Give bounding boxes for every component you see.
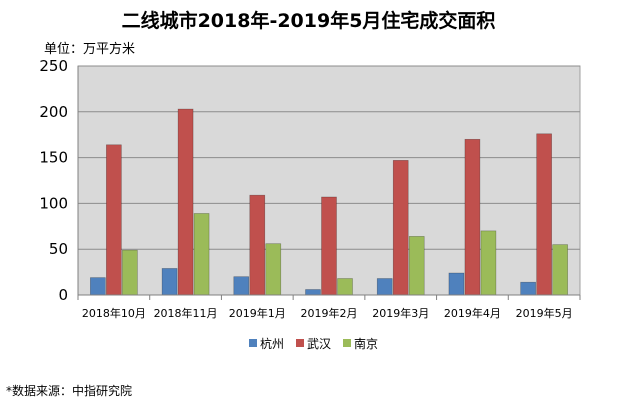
x-tick-label: 2018年11月: [154, 306, 218, 320]
y-tick-label: 150: [39, 149, 68, 167]
y-axis: 0 50 100 150 200 250: [39, 57, 79, 304]
y-tick-label: 250: [39, 57, 68, 75]
bar-杭州-2019年4月: [448, 272, 465, 296]
bar-武汉-2019年4月: [464, 138, 481, 296]
bar-南京-2018年11月: [193, 213, 210, 296]
grid-lines: [78, 65, 580, 250]
legend: 杭州 武汉 南京: [249, 336, 378, 351]
source-note: *数据来源：中指研究院: [6, 384, 133, 398]
bar-杭州-2018年10月: [90, 277, 106, 296]
bar-南京-2019年5月: [552, 244, 568, 296]
legend-label-杭州: 杭州: [260, 336, 284, 351]
x-tick-label: 2019年5月: [516, 306, 573, 320]
bar-杭州-2019年1月: [233, 276, 250, 296]
bar-南京-2019年2月: [337, 278, 353, 296]
bar-武汉-2019年3月: [392, 160, 409, 296]
x-tick-label: 2019年2月: [301, 306, 358, 320]
x-tick-label: 2019年3月: [372, 306, 429, 320]
bar-杭州-2019年3月: [376, 278, 393, 296]
bar-武汉-2019年5月: [536, 133, 552, 296]
legend-swatch-武汉: [296, 339, 304, 347]
bar-南京-2019年1月: [265, 243, 282, 296]
y-tick-label: 100: [39, 194, 68, 212]
x-tick-label: 2019年4月: [444, 306, 501, 320]
bar-南京-2019年4月: [480, 230, 497, 296]
bar-武汉-2019年2月: [321, 196, 337, 296]
legend-swatch-杭州: [249, 339, 257, 347]
unit-label: 单位：万平方米: [44, 42, 136, 57]
y-tick-label: 50: [49, 240, 68, 258]
x-axis: 2018年10月 2018年11月 2019年1月 2019年2月 2019年3月 201…: [77, 294, 581, 320]
bar-杭州-2019年2月: [305, 289, 321, 296]
bar-杭州-2018年11月: [161, 268, 178, 296]
bar-武汉-2018年10月: [106, 144, 122, 296]
bar-南京-2019年3月: [408, 236, 425, 296]
bars-group: [90, 108, 568, 296]
chart-title: 二线城市2018年-2019年5月住宅成交面积: [121, 10, 496, 32]
legend-swatch-南京: [343, 339, 351, 347]
bar-武汉-2019年1月: [249, 194, 266, 296]
x-tick-label: 2018年10月: [82, 306, 146, 320]
y-tick-label: 0: [58, 286, 68, 304]
y-tick-label: 200: [39, 103, 68, 121]
bar-南京-2018年10月: [122, 249, 138, 296]
x-tick-label: 2019年1月: [229, 306, 286, 320]
bar-杭州-2019年5月: [520, 281, 536, 296]
bar-武汉-2018年11月: [177, 108, 194, 296]
legend-label-南京: 南京: [354, 336, 378, 351]
legend-label-武汉: 武汉: [307, 337, 331, 351]
